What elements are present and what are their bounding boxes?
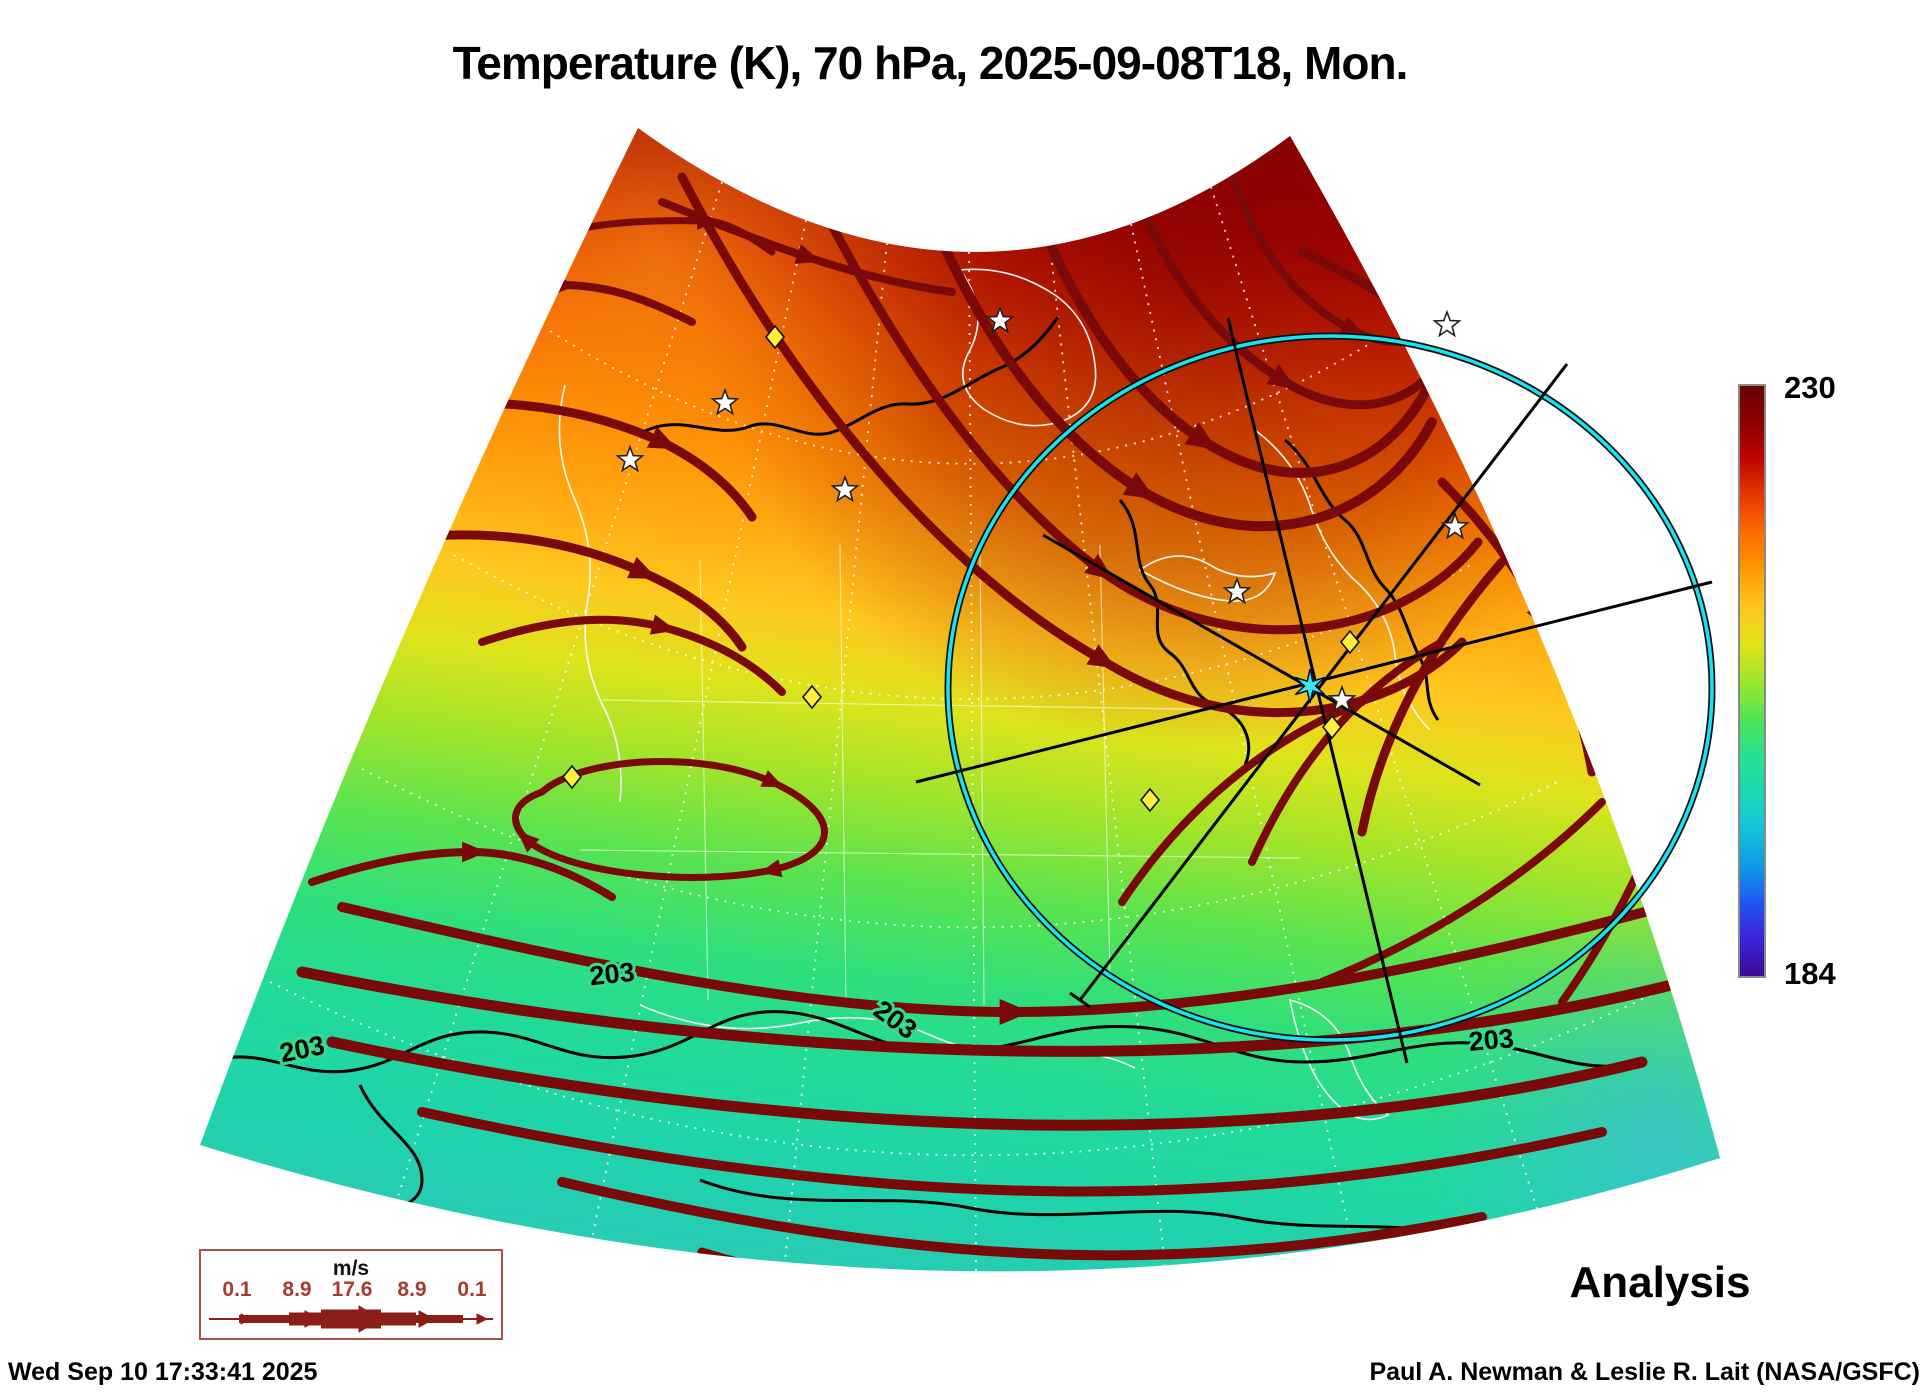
diamond-marker [1139, 787, 1161, 813]
wind-arrow-glyph [209, 1305, 493, 1333]
wind-speed-value: 0.1 [222, 1278, 252, 1301]
contour-label: 203 [1467, 1023, 1515, 1057]
star-marker [1432, 309, 1462, 338]
diamond-marker [801, 684, 823, 710]
streamlines [296, 137, 1708, 1272]
star-marker [1440, 511, 1470, 540]
wind-speed-value: 8.9 [397, 1278, 427, 1301]
star-marker [615, 444, 645, 473]
analysis-label: Analysis [1569, 1258, 1751, 1307]
colorbar [1738, 384, 1766, 978]
star-marker [1327, 684, 1357, 713]
center-star-marker [1294, 668, 1326, 704]
wind-speed-value: 0.1 [457, 1278, 487, 1301]
diamond-marker [1321, 714, 1343, 740]
star-markers [615, 305, 1470, 713]
colorbar-max-label: 230 [1784, 370, 1836, 405]
graticule [269, 181, 1652, 1272]
range-ring [944, 332, 1716, 1044]
diamond-marker [764, 324, 786, 350]
hot-region-overlay [700, 128, 1660, 750]
star-marker [710, 387, 740, 416]
star-marker [985, 305, 1015, 334]
star-marker [830, 474, 860, 503]
range-ring-center-star [1294, 668, 1326, 704]
wind-speed-value: 17.6 [331, 1278, 373, 1301]
credit-line: Paul A. Newman & Leslie R. Lait (NASA/GS… [1369, 1358, 1920, 1386]
contour-lines [204, 316, 1621, 1240]
star-marker [1222, 576, 1252, 605]
diamond-marker [561, 764, 583, 790]
radial-line [1078, 363, 1569, 1001]
radial-line [1042, 533, 1481, 787]
wind-unit-label: m/s [332, 1257, 370, 1280]
generation-timestamp: Wed Sep 10 17:33:41 2025 [8, 1358, 318, 1386]
diamond-markers [561, 324, 1361, 813]
radial-line-end-tick [1069, 991, 1091, 1009]
colorbar-min-label: 184 [1784, 956, 1836, 991]
wind-speed-legend: m/s 0.1 8.9 17.6 8.9 0.1 [199, 1249, 503, 1340]
contour-label: 203 [588, 957, 636, 992]
wind-speed-value: 8.9 [282, 1278, 312, 1301]
plot-title: Temperature (K), 70 hPa, 2025-09-08T18, … [452, 37, 1409, 89]
diamond-marker [1339, 629, 1361, 655]
